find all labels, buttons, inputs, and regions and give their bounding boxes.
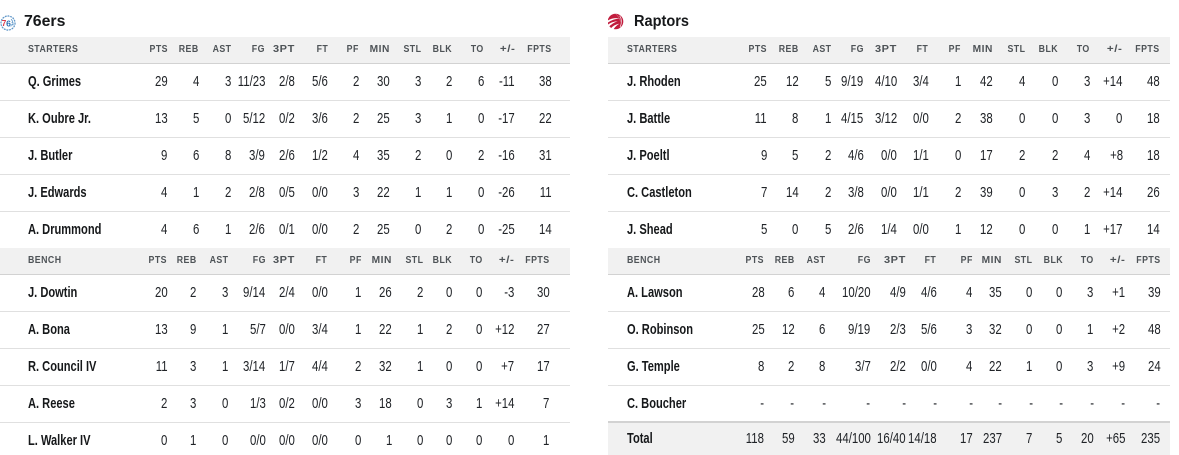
svg-text:6: 6 [6, 18, 11, 28]
svg-text:7: 7 [2, 19, 7, 28]
